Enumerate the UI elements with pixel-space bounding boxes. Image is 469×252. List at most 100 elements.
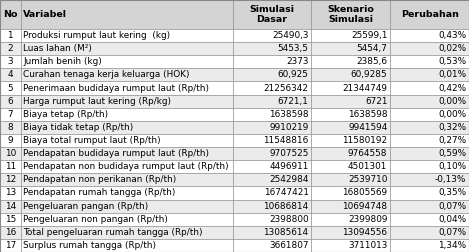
Text: Pendapatan non budidaya rumput laut (Rp/th): Pendapatan non budidaya rumput laut (Rp/… xyxy=(23,162,229,171)
Bar xyxy=(390,0,469,29)
Text: 0,07%: 0,07% xyxy=(438,228,466,237)
Text: Perubahan: Perubahan xyxy=(401,10,459,19)
Text: 5453,5: 5453,5 xyxy=(278,44,309,53)
Bar xyxy=(21,81,233,94)
Bar xyxy=(21,55,233,68)
Text: 16805569: 16805569 xyxy=(342,188,387,198)
Text: 2373: 2373 xyxy=(286,57,309,66)
Bar xyxy=(21,42,233,55)
Text: 0,02%: 0,02% xyxy=(438,44,466,53)
Bar xyxy=(311,42,390,55)
Text: 0,59%: 0,59% xyxy=(438,149,466,158)
Text: Variabel: Variabel xyxy=(23,10,68,19)
Bar xyxy=(390,108,469,121)
Text: 0,00%: 0,00% xyxy=(438,97,466,106)
Bar xyxy=(21,239,233,252)
Text: 4501301: 4501301 xyxy=(348,162,387,171)
Text: 0,27%: 0,27% xyxy=(438,136,466,145)
Bar xyxy=(390,55,469,68)
Bar xyxy=(311,121,390,134)
Bar xyxy=(0,121,21,134)
Text: 0,10%: 0,10% xyxy=(438,162,466,171)
Bar xyxy=(311,55,390,68)
Text: No: No xyxy=(3,10,17,19)
Text: 17: 17 xyxy=(5,241,16,250)
Text: 0,35%: 0,35% xyxy=(438,188,466,198)
Bar xyxy=(233,81,311,94)
Bar xyxy=(0,213,21,226)
Bar xyxy=(233,29,311,42)
Text: Pengeluaran non pangan (Rp/th): Pengeluaran non pangan (Rp/th) xyxy=(23,215,168,224)
Bar xyxy=(233,147,311,160)
Text: Pendapatan rumah tangga (Rp/th): Pendapatan rumah tangga (Rp/th) xyxy=(23,188,176,198)
Text: 0,42%: 0,42% xyxy=(438,83,466,92)
Bar xyxy=(390,121,469,134)
Bar xyxy=(233,42,311,55)
Text: 5: 5 xyxy=(8,83,13,92)
Bar xyxy=(21,226,233,239)
Bar xyxy=(0,108,21,121)
Text: Surplus rumah tangga (Rp/th): Surplus rumah tangga (Rp/th) xyxy=(23,241,157,250)
Bar xyxy=(233,134,311,147)
Text: 12: 12 xyxy=(5,175,16,184)
Text: 6: 6 xyxy=(8,97,13,106)
Text: 4: 4 xyxy=(8,70,13,79)
Text: 60,9285: 60,9285 xyxy=(351,70,387,79)
Bar xyxy=(0,134,21,147)
Bar xyxy=(233,68,311,81)
Bar xyxy=(21,173,233,186)
Text: 3: 3 xyxy=(8,57,13,66)
Text: 14: 14 xyxy=(5,202,16,211)
Text: 3711013: 3711013 xyxy=(348,241,387,250)
Text: 10694748: 10694748 xyxy=(342,202,387,211)
Bar xyxy=(21,147,233,160)
Text: 11580192: 11580192 xyxy=(342,136,387,145)
Bar xyxy=(390,147,469,160)
Text: 2385,6: 2385,6 xyxy=(356,57,387,66)
Bar xyxy=(21,160,233,173)
Text: Pengeluaran pangan (Rp/th): Pengeluaran pangan (Rp/th) xyxy=(23,202,149,211)
Text: 6721,1: 6721,1 xyxy=(278,97,309,106)
Bar xyxy=(390,173,469,186)
Text: 2542984: 2542984 xyxy=(269,175,309,184)
Bar xyxy=(0,81,21,94)
Bar xyxy=(311,173,390,186)
Text: Produksi rumput laut kering  (kg): Produksi rumput laut kering (kg) xyxy=(23,31,171,40)
Text: 0,04%: 0,04% xyxy=(438,215,466,224)
Text: 8: 8 xyxy=(8,123,13,132)
Text: Pendapatan budidaya rumput laut (Rp/th): Pendapatan budidaya rumput laut (Rp/th) xyxy=(23,149,210,158)
Text: 5454,7: 5454,7 xyxy=(356,44,387,53)
Text: Pendapatan non perikanan (Rp/th): Pendapatan non perikanan (Rp/th) xyxy=(23,175,177,184)
Text: 9910219: 9910219 xyxy=(269,123,309,132)
Bar xyxy=(311,68,390,81)
Text: 0,00%: 0,00% xyxy=(438,110,466,119)
Text: 25490,3: 25490,3 xyxy=(272,31,309,40)
Text: 0,07%: 0,07% xyxy=(438,202,466,211)
Text: 13085614: 13085614 xyxy=(264,228,309,237)
Text: Curahan tenaga kerja keluarga (HOK): Curahan tenaga kerja keluarga (HOK) xyxy=(23,70,190,79)
Bar xyxy=(311,108,390,121)
Text: 60,925: 60,925 xyxy=(278,70,309,79)
Text: 9: 9 xyxy=(8,136,13,145)
Text: 15: 15 xyxy=(5,215,16,224)
Bar xyxy=(311,239,390,252)
Bar xyxy=(0,239,21,252)
Text: 7: 7 xyxy=(8,110,13,119)
Bar xyxy=(311,213,390,226)
Text: 9941594: 9941594 xyxy=(348,123,387,132)
Bar xyxy=(233,226,311,239)
Bar xyxy=(311,160,390,173)
Bar xyxy=(390,213,469,226)
Bar xyxy=(311,94,390,108)
Bar xyxy=(0,94,21,108)
Text: 1638598: 1638598 xyxy=(269,110,309,119)
Text: 11: 11 xyxy=(5,162,16,171)
Text: -0,13%: -0,13% xyxy=(435,175,466,184)
Bar xyxy=(390,81,469,94)
Text: 2399809: 2399809 xyxy=(348,215,387,224)
Bar xyxy=(390,186,469,200)
Bar xyxy=(0,226,21,239)
Text: Biaya tidak tetap (Rp/th): Biaya tidak tetap (Rp/th) xyxy=(23,123,134,132)
Text: Biaya tetap (Rp/th): Biaya tetap (Rp/th) xyxy=(23,110,109,119)
Bar xyxy=(0,42,21,55)
